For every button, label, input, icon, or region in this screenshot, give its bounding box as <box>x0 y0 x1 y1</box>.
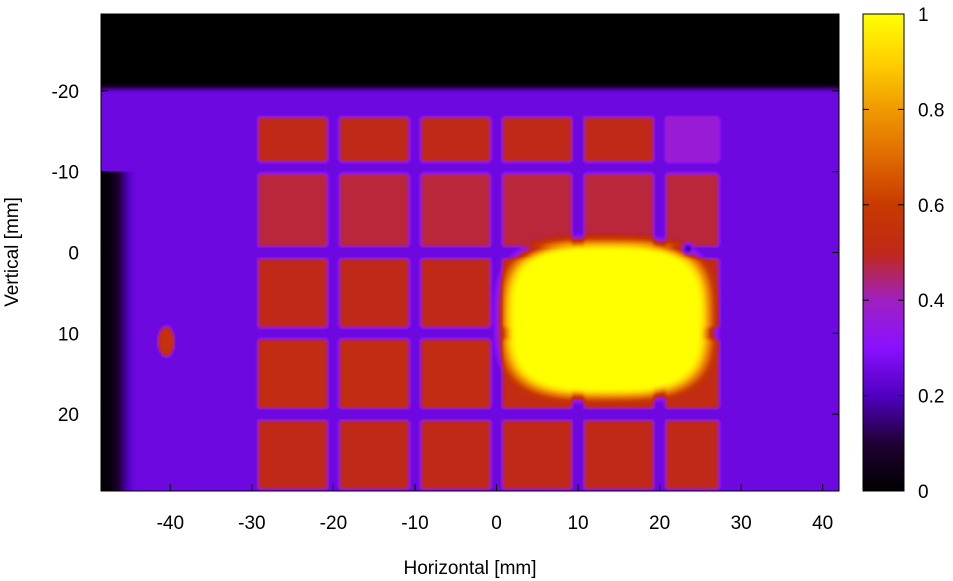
colorbar-tick-label: 0.4 <box>918 291 945 312</box>
colorbar-tick-label: 0 <box>918 482 929 503</box>
y-tick-label: -10 <box>52 163 79 184</box>
y-tick-label: 20 <box>58 405 79 426</box>
x-tick-label: -20 <box>320 513 347 534</box>
x-tick-label: -10 <box>401 513 428 534</box>
colorbar-tick-label: 1 <box>918 5 929 26</box>
x-axis-title: Horizontal [mm] <box>403 558 536 579</box>
y-axis-title: Vertical [mm] <box>2 197 23 307</box>
y-tick-label: -20 <box>52 82 79 103</box>
x-tick-label: 0 <box>491 513 502 534</box>
colorbar-gradient <box>862 13 905 492</box>
heatmap-field <box>101 14 839 491</box>
colorbar: 0 0.2 0.4 0.6 0.8 1 <box>862 5 945 503</box>
y-axis-ticks: -20 -10 0 10 20 <box>52 82 839 426</box>
plot-area <box>100 13 840 492</box>
x-tick-label: 40 <box>812 513 833 534</box>
colorbar-tick-label: 0.2 <box>918 387 944 408</box>
x-tick-label: -40 <box>157 513 184 534</box>
x-tick-label: -30 <box>238 513 265 534</box>
colorbar-ticks: 0 0.2 0.4 0.6 0.8 1 <box>863 5 945 503</box>
x-tick-label: 20 <box>649 513 670 534</box>
colorbar-tick-label: 0.8 <box>918 100 944 121</box>
x-tick-label: 30 <box>731 513 752 534</box>
x-axis-ticks: -40 -30 -20 -10 0 10 20 30 40 <box>157 14 833 534</box>
colorbar-tick-label: 0.6 <box>918 196 944 217</box>
y-tick-label: 10 <box>58 324 79 345</box>
y-tick-label: 0 <box>68 244 79 265</box>
x-tick-label: 10 <box>567 513 588 534</box>
